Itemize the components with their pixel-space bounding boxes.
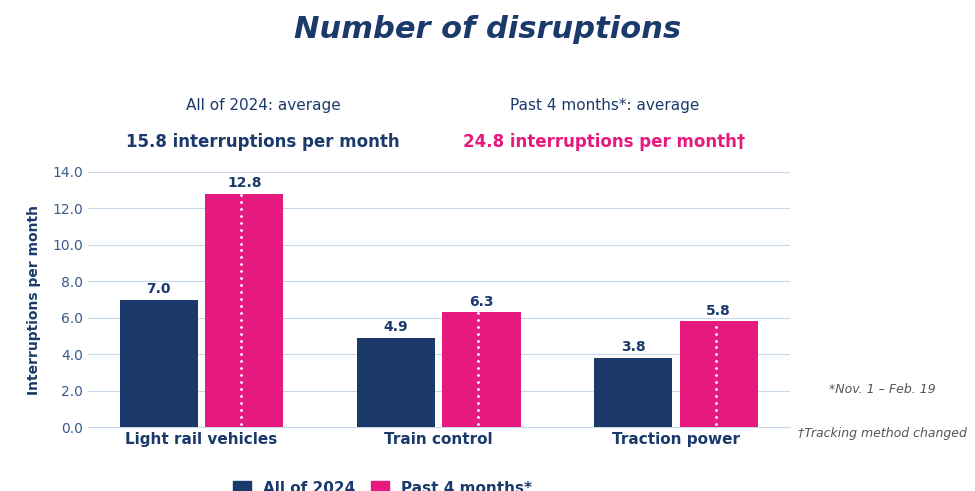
Point (471, 406, 487, 414)
Point (708, 378, 723, 386)
Point (233, 240, 249, 247)
Point (233, 392, 249, 400)
Point (471, 364, 487, 372)
Text: Past 4 months*: average: Past 4 months*: average (510, 98, 699, 113)
Bar (680, 322, 758, 427)
Point (233, 329, 249, 337)
Point (233, 274, 249, 282)
Point (471, 413, 487, 421)
Point (471, 371, 487, 379)
Point (233, 337, 249, 345)
Point (233, 205, 249, 213)
Point (233, 233, 249, 241)
Point (471, 329, 487, 337)
Text: 5.8: 5.8 (706, 304, 731, 318)
Point (233, 246, 249, 254)
Bar (594, 358, 673, 427)
Point (233, 351, 249, 358)
Point (708, 357, 723, 365)
Point (233, 288, 249, 296)
Point (233, 219, 249, 227)
Point (708, 371, 723, 379)
Point (471, 399, 487, 407)
Point (233, 226, 249, 234)
Point (233, 191, 249, 199)
Point (233, 420, 249, 428)
Text: *Nov. 1 – Feb. 19: *Nov. 1 – Feb. 19 (829, 383, 936, 396)
Point (708, 399, 723, 407)
Point (471, 420, 487, 428)
Bar (357, 338, 435, 427)
Point (471, 337, 487, 345)
Point (708, 392, 723, 400)
Text: 6.3: 6.3 (469, 295, 493, 309)
Point (708, 364, 723, 372)
Point (708, 329, 723, 337)
Point (471, 323, 487, 330)
Point (233, 385, 249, 393)
Point (233, 260, 249, 268)
Point (233, 371, 249, 379)
Point (233, 198, 249, 206)
Point (233, 378, 249, 386)
Legend: All of 2024, Past 4 months*: All of 2024, Past 4 months* (233, 481, 532, 491)
Point (233, 344, 249, 352)
Point (471, 392, 487, 400)
Point (233, 295, 249, 303)
Point (708, 406, 723, 414)
Point (233, 212, 249, 220)
Point (233, 281, 249, 289)
Point (233, 309, 249, 317)
Y-axis label: Interruptions per month: Interruptions per month (27, 205, 41, 394)
Point (233, 406, 249, 414)
Point (708, 413, 723, 421)
Point (471, 309, 487, 317)
Point (708, 385, 723, 393)
Point (471, 378, 487, 386)
Text: 7.0: 7.0 (146, 282, 171, 296)
Point (708, 323, 723, 330)
Point (708, 351, 723, 358)
Point (471, 344, 487, 352)
Point (233, 316, 249, 324)
Point (233, 357, 249, 365)
Point (471, 357, 487, 365)
Point (233, 302, 249, 310)
Point (233, 399, 249, 407)
Point (708, 337, 723, 345)
Bar (120, 300, 198, 427)
Point (471, 385, 487, 393)
Point (233, 323, 249, 330)
Text: 12.8: 12.8 (227, 176, 261, 190)
Text: 15.8 interruptions per month: 15.8 interruptions per month (127, 133, 400, 151)
Text: All of 2024: average: All of 2024: average (186, 98, 340, 113)
Point (233, 267, 249, 275)
Text: 3.8: 3.8 (621, 340, 645, 354)
Point (233, 253, 249, 261)
Point (233, 413, 249, 421)
Bar (443, 312, 521, 427)
Point (471, 316, 487, 324)
Text: 24.8 interruptions per month†: 24.8 interruptions per month† (463, 133, 746, 151)
Point (233, 364, 249, 372)
Text: 4.9: 4.9 (384, 320, 409, 334)
Text: †Tracking method changed: †Tracking method changed (798, 427, 967, 440)
Point (471, 351, 487, 358)
Point (708, 420, 723, 428)
Point (708, 344, 723, 352)
Text: Number of disruptions: Number of disruptions (293, 15, 682, 44)
Bar (205, 194, 284, 427)
